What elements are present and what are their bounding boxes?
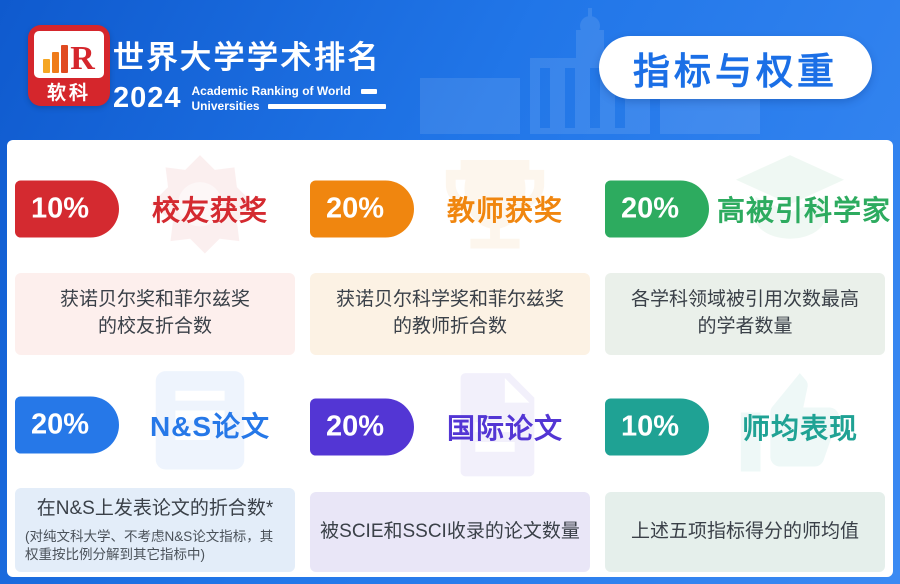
description-line: 获诺贝尔奖和菲尔兹奖 [59, 288, 250, 310]
trophy-icon [436, 145, 554, 263]
english-subtitle: Academic Ranking of World Universities [192, 84, 386, 114]
description-line: 获诺贝尔科学奖和菲尔兹奖 [335, 288, 564, 310]
indicator-title: 教师获奖 [446, 194, 563, 226]
indicator-card-pcp: 10% 师均表现 上述五项指标得分的师均值 [605, 363, 885, 572]
weight-value: 10% [30, 192, 90, 225]
indicator-title: 师均表现 [741, 413, 858, 445]
journal-icon [141, 361, 259, 479]
indicator-title: 校友获奖 [151, 194, 268, 226]
logo-brand-text: 软科 [46, 83, 91, 104]
indicator-description: 上述五项指标得分的师均值 [605, 492, 885, 572]
section-badge-label: 指标与权重 [633, 50, 838, 92]
scholar-icon [731, 145, 849, 263]
description-line: 的校友折合数 [97, 315, 212, 337]
page-title: 世界大学学术排名 [113, 40, 381, 75]
indicator-description: 各学科领域被引用次数最高 的学者数量 [605, 272, 885, 355]
description-line: 的教师折合数 [392, 315, 507, 337]
indicators-panel: 10% 校友获奖 获诺贝尔奖和菲尔兹奖 的校友折合数 20% [7, 140, 893, 577]
thumbs-up-icon [731, 364, 849, 482]
weight-badge: 10% [605, 398, 709, 456]
indicator-card-hici: 20% 高被引科学家 各学科领域被引用次数最高 的学者数量 [605, 145, 892, 355]
indicator-description: 被SCIE和SSCI收录的论文数量 [310, 492, 590, 572]
indicator-description: 获诺贝尔科学奖和菲尔兹奖 的教师折合数 [310, 272, 590, 355]
indicator-description: 获诺贝尔奖和菲尔兹奖 的校友折合数 [15, 272, 295, 355]
long-dash-decoration [267, 103, 386, 109]
weight-value: 20% [620, 192, 680, 225]
weight-badge: 20% [605, 180, 709, 238]
description-line: 的学者数量 [697, 315, 793, 337]
indicator-card-pub: 20% 国际论文 被SCIE和SSCI收录的论文数量 [310, 363, 590, 572]
shanghairanking-logo: R 软科 [28, 25, 110, 106]
indicator-card-alumni: 10% 校友获奖 获诺贝尔奖和菲尔兹奖 的校友折合数 [15, 145, 295, 355]
short-dash-decoration [360, 88, 377, 94]
weight-badge: 10% [15, 180, 119, 238]
title-block: 世界大学学术排名 2024 Academic Ranking of World … [113, 32, 386, 115]
description-note: (对纯文科大学、不考虑N&S论文指标，其权重按比例分解到其它指标中) [25, 528, 274, 562]
weight-badge: 20% [310, 180, 414, 238]
year-label: 2024 [113, 82, 182, 114]
logo-r-glyph: R [70, 40, 95, 78]
description-line: 在N&S上发表论文的折合数* [36, 497, 274, 519]
description-line: 被SCIE和SSCI收录的论文数量 [320, 520, 580, 542]
subtitle-line2: Universities [191, 98, 260, 113]
description-line: 各学科领域被引用次数最高 [630, 288, 859, 310]
indicator-card-ns-papers: 20% N&S论文 在N&S上发表论文的折合数* (对纯文科大学、不考虑N&S论… [15, 361, 295, 572]
header-banner: R 软科 世界大学学术排名 2024 Academic Ranking of W… [0, 0, 900, 140]
paper-icon [436, 364, 554, 482]
indicator-description: 在N&S上发表论文的折合数* (对纯文科大学、不考虑N&S论文指标，其权重按比例… [15, 487, 295, 572]
section-badge: 指标与权重 [599, 36, 872, 99]
weight-value: 10% [620, 410, 680, 443]
indicator-title: 高被引科学家 [717, 194, 892, 226]
indicator-title: N&S论文 [149, 411, 271, 443]
description-line: 上述五项指标得分的师均值 [630, 520, 859, 542]
indicators-grid: 10% 校友获奖 获诺贝尔奖和菲尔兹奖 的校友折合数 20% [15, 145, 892, 572]
subtitle-line1: Academic Ranking of World [191, 83, 351, 98]
medal-icon [141, 145, 259, 263]
weight-badge: 20% [15, 396, 119, 454]
weight-value: 20% [325, 410, 385, 443]
indicator-card-award: 20% 教师获奖 获诺贝尔科学奖和菲尔兹奖 的教师折合数 [310, 145, 590, 355]
weight-value: 20% [325, 192, 385, 225]
weight-value: 20% [30, 408, 90, 441]
indicator-title: 国际论文 [446, 413, 563, 445]
weight-badge: 20% [310, 398, 414, 456]
logo-bars-icon: R [34, 31, 104, 78]
